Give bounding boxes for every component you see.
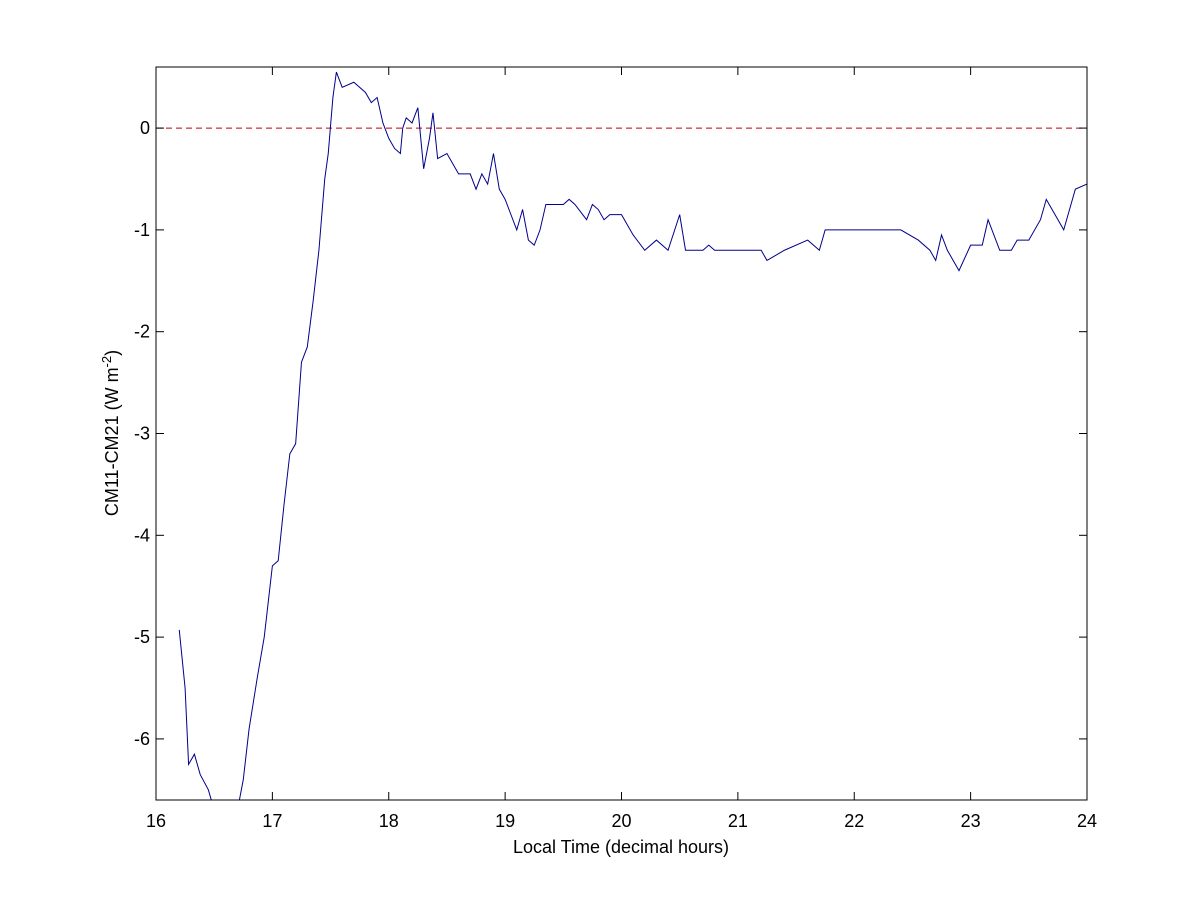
x-tick-label: 20 (611, 811, 631, 831)
x-tick-label: 16 (146, 811, 166, 831)
y-axis-label-sup: -2 (99, 356, 114, 368)
x-tick-label: 24 (1077, 811, 1097, 831)
x-tick-label: 18 (379, 811, 399, 831)
y-tick-label: -2 (134, 322, 150, 342)
x-tick-label: 23 (961, 811, 981, 831)
y-tick-label: -1 (134, 220, 150, 240)
y-tick-label: 0 (140, 118, 150, 138)
y-axis-label: CM11-CM21 (W m-2) (99, 350, 122, 516)
x-tick-label: 22 (844, 811, 864, 831)
x-tick-label: 21 (728, 811, 748, 831)
x-axis-label: Local Time (decimal hours) (513, 837, 729, 857)
y-axis-label-end: ) (102, 350, 122, 356)
x-tick-label: 17 (262, 811, 282, 831)
data-line (178, 71, 1087, 800)
y-tick-label: -4 (134, 525, 150, 545)
x-tick-label: 19 (495, 811, 515, 831)
y-tick-label: -3 (134, 424, 150, 444)
y-axis-label-main: CM11-CM21 (W m (102, 367, 122, 516)
y-tick-label: -6 (134, 729, 150, 749)
y-tick-label: -5 (134, 627, 150, 647)
